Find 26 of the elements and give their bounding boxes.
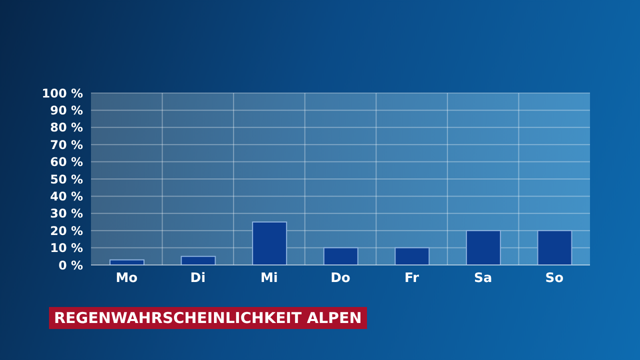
y-tick-label: 70 % bbox=[50, 138, 83, 152]
bar bbox=[323, 247, 358, 265]
x-tick-label: Mi bbox=[260, 271, 278, 286]
bar bbox=[466, 230, 501, 265]
bar bbox=[180, 256, 216, 265]
bar bbox=[252, 222, 288, 265]
y-tick-label: 10 % bbox=[50, 241, 83, 256]
y-tick-label: 20 % bbox=[50, 224, 83, 238]
bar bbox=[537, 230, 572, 265]
x-tick-label: Do bbox=[330, 271, 350, 286]
x-tick-label: So bbox=[545, 271, 564, 286]
x-tick-label: Mo bbox=[116, 271, 138, 286]
y-tick-label: 80 % bbox=[50, 120, 83, 135]
y-tick-label: 90 % bbox=[50, 103, 83, 118]
text: REGENWAHRSCHEINLICHKEIT ALPEN bbox=[49, 307, 367, 329]
x-tick-label: Fr bbox=[404, 271, 420, 286]
y-tick-label: 60 % bbox=[50, 155, 83, 170]
x-tick-label: Sa bbox=[474, 271, 492, 286]
y-tick-label: 100 % bbox=[42, 86, 83, 100]
y-tick-label: 40 % bbox=[50, 189, 83, 204]
x-tick-label: Di bbox=[190, 271, 206, 286]
y-tick-label: 50 % bbox=[50, 172, 83, 186]
bar bbox=[110, 259, 144, 265]
y-tick-label: 30 % bbox=[50, 206, 83, 221]
bar bbox=[394, 247, 430, 265]
y-tick-label: 0 % bbox=[58, 258, 83, 272]
